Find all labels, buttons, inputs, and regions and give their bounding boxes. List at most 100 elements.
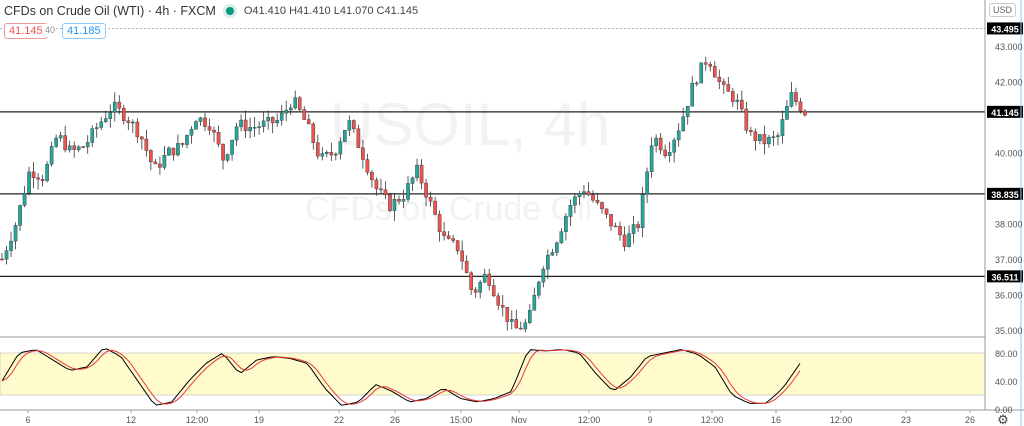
price-tick-label: 40.000 <box>995 149 1023 159</box>
candle-body <box>437 214 442 232</box>
price-tick-label: 42.000 <box>995 78 1023 88</box>
candle-body <box>297 97 302 110</box>
price-label-box <box>987 270 1023 283</box>
candle-body <box>649 145 654 172</box>
candle-body <box>446 235 451 239</box>
candle-body <box>315 142 320 157</box>
price-tick-label: 37.000 <box>995 255 1023 265</box>
candle-body <box>117 101 122 109</box>
candle-body <box>528 310 532 323</box>
sell-button[interactable]: 41.145 <box>4 23 48 39</box>
chart-header: CFDs on Crude Oil (WTI) · 4h · FXCM O41.… <box>4 4 418 18</box>
candle-body <box>622 234 627 247</box>
price-tick-label: 43.000 <box>995 42 1023 52</box>
candle-body <box>482 273 487 283</box>
candle-body <box>464 260 469 274</box>
candle-body <box>306 119 311 125</box>
stochastic-d-line <box>1 349 801 405</box>
candle-body <box>424 182 428 198</box>
candle-body <box>573 196 577 206</box>
candle-body <box>158 163 162 168</box>
time-tick-label: 9 <box>647 415 652 425</box>
currency-button[interactable]: USD <box>988 3 1016 17</box>
candle-body <box>0 258 4 261</box>
candle-body <box>559 231 564 244</box>
candle-body <box>374 179 379 190</box>
candle-body <box>555 242 559 253</box>
candle-body <box>564 216 568 232</box>
candle-body <box>270 117 275 124</box>
candle-body <box>731 91 735 102</box>
price-label: 43.495 <box>991 24 1019 34</box>
candle-body <box>252 127 257 129</box>
candle-body <box>676 130 681 141</box>
candle-body <box>780 119 785 136</box>
candle-body <box>712 66 717 78</box>
oscillator-tick-label: 40.00 <box>995 377 1018 387</box>
candle-body <box>356 128 361 148</box>
candle-body <box>343 129 347 142</box>
candle-body <box>415 164 419 179</box>
candle-body <box>681 116 685 132</box>
settings-gear-icon[interactable]: ⚙ <box>997 412 1009 426</box>
buy-button[interactable]: 41.185 <box>62 23 106 39</box>
candle-body <box>112 101 117 113</box>
price-tick-label: 38.000 <box>995 220 1023 230</box>
candle-body <box>234 126 239 141</box>
candle-body <box>568 205 573 217</box>
price-label: 41.145 <box>991 108 1019 118</box>
candle-body <box>505 307 510 322</box>
candle-body <box>455 240 460 252</box>
candle-body <box>203 117 207 127</box>
candle-body <box>582 191 586 194</box>
candle-body <box>428 197 433 202</box>
candle-body <box>90 128 95 143</box>
candle-body <box>338 141 343 155</box>
candle-body <box>546 254 550 270</box>
candle-body <box>85 142 90 148</box>
candle-body <box>27 171 31 194</box>
candle-body <box>13 225 18 242</box>
candle-body <box>180 143 185 145</box>
price-label: 38.835 <box>991 190 1019 200</box>
candle-body <box>518 327 523 330</box>
candle-body <box>776 135 780 137</box>
time-tick-label: 22 <box>334 415 344 425</box>
candle-body <box>72 145 76 150</box>
candle-body <box>379 188 383 191</box>
time-tick-label: 6 <box>25 415 30 425</box>
candle-body <box>122 108 126 121</box>
candle-body <box>94 127 99 129</box>
candle-body <box>667 152 672 156</box>
candle-body <box>239 119 243 128</box>
candle-body <box>36 177 40 180</box>
candle-body <box>509 319 514 322</box>
candle-body <box>586 191 591 196</box>
candle-body <box>794 92 798 102</box>
time-tick-label: 12:00 <box>830 415 853 425</box>
watermark-description: CFDs on Crude Oil <box>305 190 592 228</box>
candle-body <box>785 106 789 120</box>
symbol-title[interactable]: CFDs on Crude Oil (WTI) · 4h · FXCM <box>4 4 216 18</box>
time-tick-label: 15:00 <box>450 415 473 425</box>
candle-body <box>442 231 446 236</box>
candle-body <box>550 252 555 256</box>
candle-body <box>189 129 194 136</box>
candle-body <box>541 268 546 283</box>
candle-body <box>401 199 406 202</box>
candle-body <box>640 194 645 229</box>
candle-body <box>514 319 519 329</box>
candle-body <box>721 81 726 85</box>
candle-body <box>618 226 622 236</box>
candle-body <box>789 92 794 107</box>
candle-body <box>627 233 631 247</box>
candle-body <box>388 194 392 211</box>
candle-body <box>302 109 307 120</box>
candle-body <box>279 112 284 121</box>
candle-body <box>717 76 722 82</box>
candle-body <box>663 149 667 156</box>
candle-body <box>135 121 140 138</box>
candle-body <box>694 82 699 85</box>
time-tick-label: 23 <box>901 415 911 425</box>
